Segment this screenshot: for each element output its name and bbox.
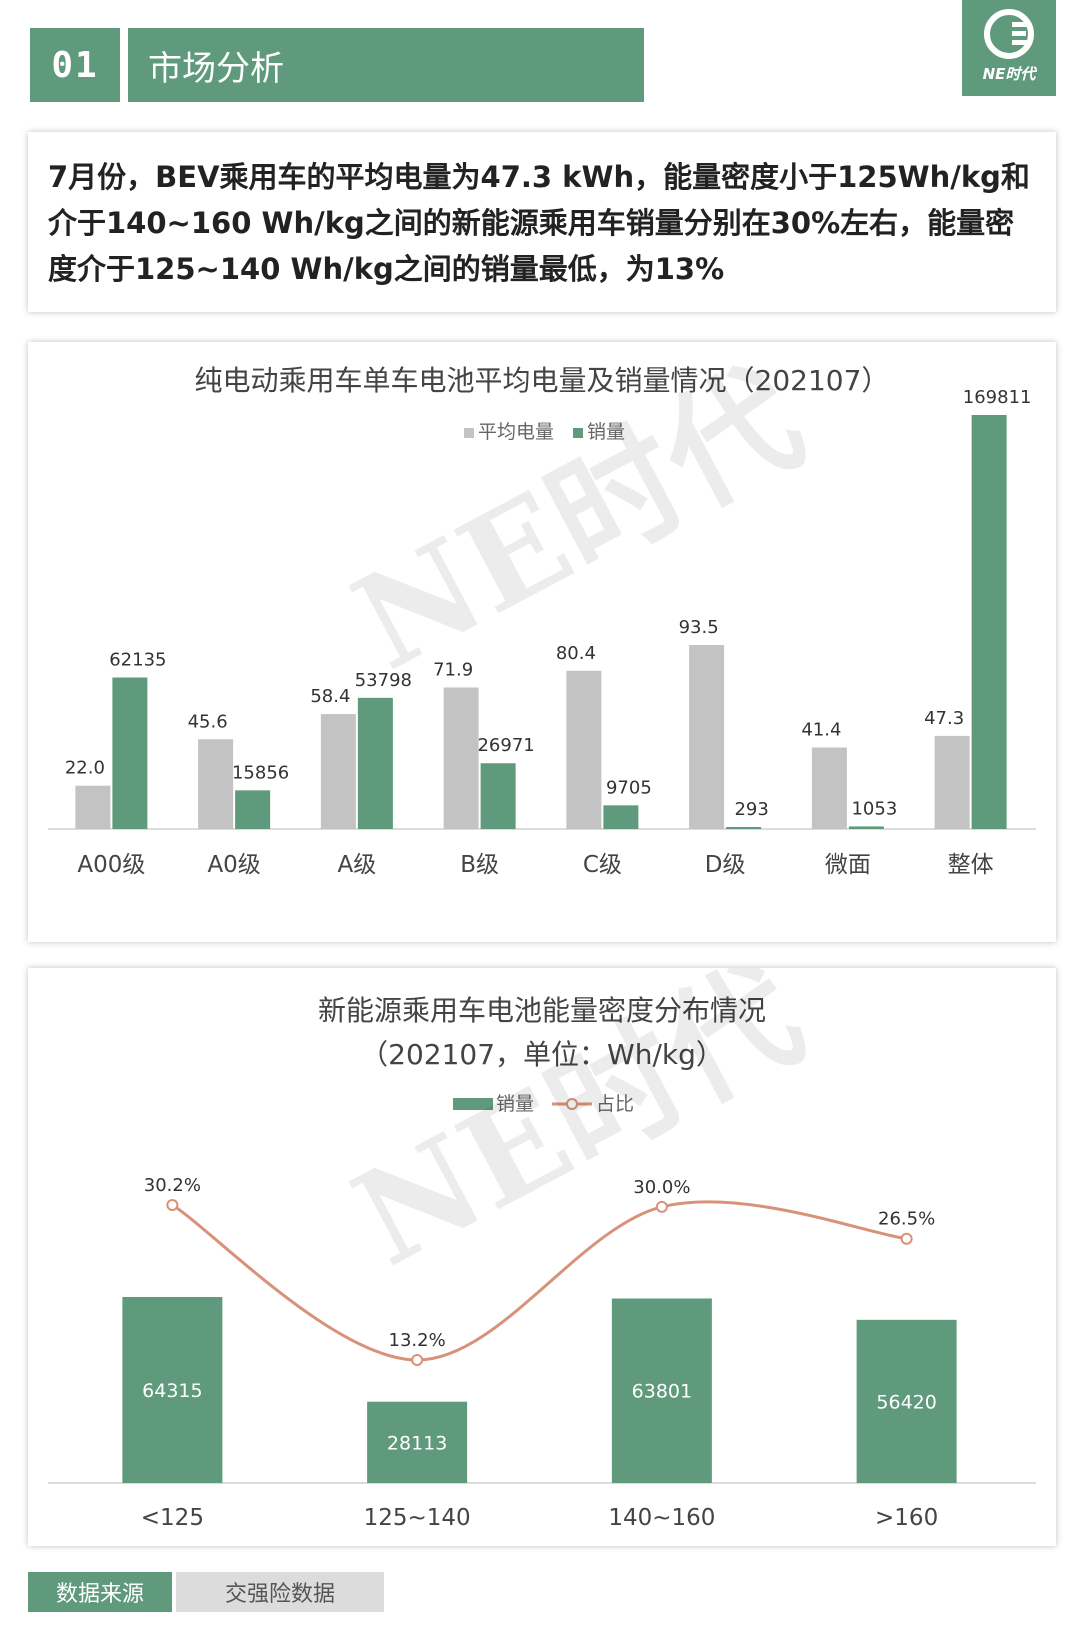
data-label-share: 30.0% — [633, 1177, 690, 1198]
x-tick-label: <125 — [141, 1505, 204, 1531]
chart2-canvas: 新能源乘用车电池能量密度分布情况 （202107，单位：Wh/kg） 销量 占比 643… — [48, 968, 1036, 1531]
legend-swatch-sales — [453, 1098, 493, 1110]
point-share — [900, 1232, 913, 1245]
bar-sales — [971, 415, 1007, 829]
point-share — [411, 1354, 424, 1366]
x-tick-label: 140~160 — [608, 1505, 715, 1531]
section-number: 01 — [30, 28, 120, 102]
logo-text: NE时代 — [982, 65, 1036, 83]
bar-avg-capacity — [934, 735, 970, 829]
bar-sales — [611, 1298, 712, 1483]
data-label-avg: 47.3 — [924, 708, 964, 729]
chart1-title: 纯电动乘用车单车电池平均电量及销量情况（202107） — [195, 364, 890, 397]
data-label-sales: 26971 — [477, 735, 534, 756]
x-tick-label: >160 — [875, 1505, 938, 1531]
bar-sales — [480, 763, 516, 829]
point-share — [655, 1200, 668, 1213]
bar-avg-capacity — [75, 785, 111, 829]
x-tick-label: 125~140 — [364, 1505, 471, 1531]
bar-avg-capacity — [689, 645, 725, 829]
x-tick-label: A00级 — [77, 852, 145, 878]
bar-avg-capacity — [566, 670, 602, 829]
chart-battery-capacity: 纯电动乘用车单车电池平均电量及销量情况（202107） 平均电量 销量 22.0 621… — [28, 342, 1056, 942]
bar-sales — [848, 826, 884, 829]
bar-avg-capacity — [320, 714, 356, 829]
logo-icon — [984, 9, 1034, 59]
legend-swatch-sales — [573, 428, 583, 438]
data-label-share: 26.5% — [878, 1209, 935, 1230]
chart1-canvas: 纯电动乘用车单车电池平均电量及销量情况（202107） 平均电量 销量 22.0 621… — [48, 342, 1036, 878]
data-label-avg: 22.0 — [65, 758, 105, 779]
legend-label-sales: 销量 — [587, 421, 625, 443]
bar-avg-capacity — [443, 687, 479, 829]
series-line-share — [171, 1200, 907, 1362]
data-label-sales: 9705 — [606, 777, 652, 798]
data-label-sales: 169811 — [963, 387, 1032, 408]
bar-sales — [603, 805, 639, 829]
brand-logo: NE时代 — [962, 0, 1056, 96]
data-label-avg: 41.4 — [801, 720, 841, 741]
data-label-avg: 58.4 — [310, 686, 350, 707]
data-label-avg: 71.9 — [433, 660, 473, 681]
data-label-sales: 62135 — [109, 650, 166, 671]
data-label-share: 30.2% — [144, 1175, 201, 1196]
bar-avg-capacity — [198, 739, 234, 829]
chart2-subtitle: （202107，单位：Wh/kg） — [360, 1038, 724, 1071]
chart2-title: 新能源乘用车电池能量密度分布情况 — [318, 994, 766, 1027]
summary-box: 7月份，BEV乘用车的平均电量为47.3 kWh，能量密度小于125Wh/kg和… — [28, 132, 1056, 312]
legend-label-share: 占比 — [596, 1093, 634, 1115]
data-label-avg: 80.4 — [556, 643, 596, 664]
x-tick-label: 微面 — [825, 852, 871, 878]
data-label-sales: 53798 — [355, 670, 412, 691]
x-tick-label: D级 — [705, 852, 746, 878]
data-label-avg: 93.5 — [679, 617, 719, 638]
bar-sales — [122, 1297, 223, 1483]
bar-sales — [367, 1401, 468, 1483]
x-tick-label: 整体 — [948, 852, 994, 878]
bar-sales — [112, 677, 148, 829]
x-tick-label: C级 — [583, 852, 622, 878]
data-label-sales: 64315 — [142, 1380, 202, 1402]
data-label-sales: 63801 — [632, 1381, 692, 1403]
source-value: 交强险数据 — [176, 1572, 384, 1612]
x-tick-label: B级 — [460, 852, 499, 878]
data-label-sales: 1053 — [851, 798, 897, 819]
bar-sales — [235, 790, 271, 829]
x-tick-label: A0级 — [207, 852, 260, 878]
data-label-sales: 15856 — [232, 762, 289, 783]
summary-text: 7月份，BEV乘用车的平均电量为47.3 kWh，能量密度小于125Wh/kg和… — [48, 160, 1030, 286]
data-label-avg: 45.6 — [188, 711, 228, 732]
legend-label-avg: 平均电量 — [478, 421, 554, 443]
x-tick-label: A级 — [338, 852, 377, 878]
legend-marker-share — [566, 1098, 578, 1110]
legend-swatch-avg — [464, 428, 474, 438]
data-label-share: 13.2% — [389, 1330, 446, 1351]
source-label: 数据来源 — [28, 1572, 172, 1612]
data-label-sales: 293 — [734, 799, 768, 820]
section-title: 市场分析 — [128, 28, 644, 102]
data-label-sales: 56420 — [876, 1391, 936, 1413]
bar-sales — [856, 1319, 957, 1483]
bar-sales — [726, 827, 762, 829]
bar-sales — [357, 697, 393, 829]
chart-energy-density: 新能源乘用车电池能量密度分布情况 （202107，单位：Wh/kg） 销量 占比 643… — [28, 968, 1056, 1546]
bar-avg-capacity — [811, 747, 847, 829]
data-label-sales: 28113 — [387, 1432, 447, 1454]
point-share — [166, 1199, 179, 1211]
legend-label-sales: 销量 — [496, 1093, 534, 1115]
